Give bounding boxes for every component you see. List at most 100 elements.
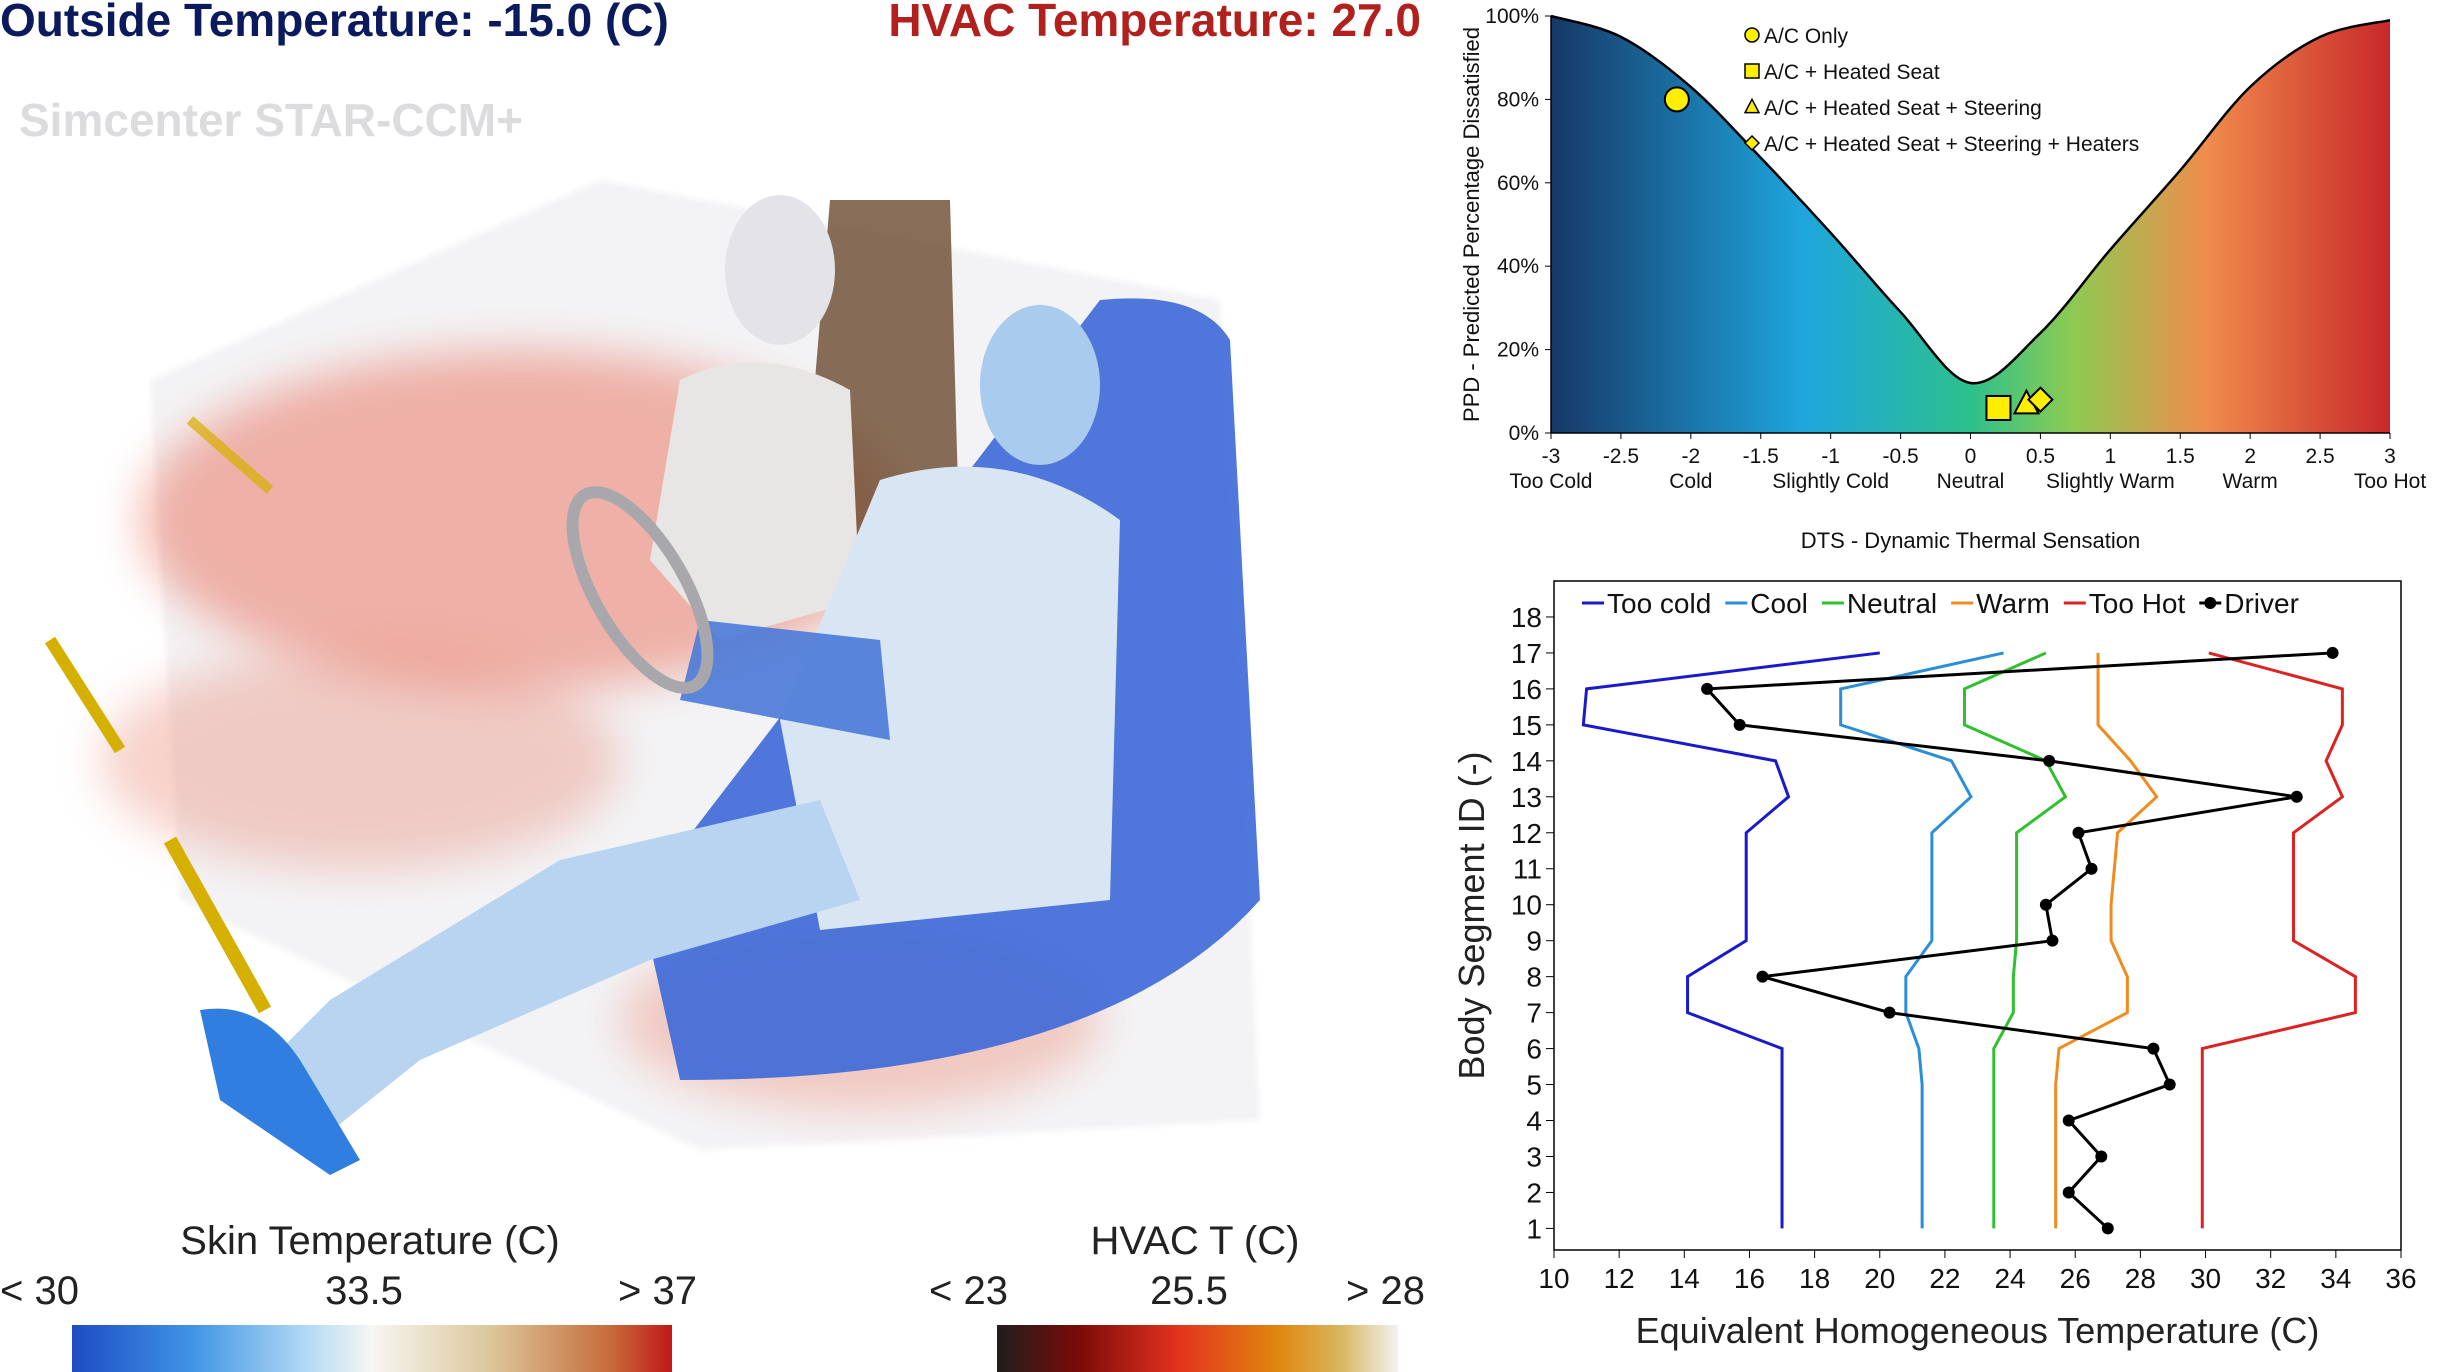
sensation-label: Too Hot bbox=[2354, 470, 2427, 493]
y-tick-label: 60% bbox=[1497, 172, 1539, 195]
y-tick-label: 18 bbox=[1511, 602, 1542, 633]
vent-flap bbox=[44, 636, 126, 754]
vent-flap bbox=[163, 836, 272, 1014]
sensation-label: Slightly Cold bbox=[1772, 470, 1889, 493]
x-tick-label: 26 bbox=[2060, 1263, 2091, 1294]
y-tick-label: 2 bbox=[1526, 1177, 1542, 1208]
x-tick-label: -0.5 bbox=[1882, 445, 1918, 468]
y-tick-label: 8 bbox=[1526, 962, 1542, 993]
marker bbox=[1733, 718, 1746, 731]
x-tick-label: 30 bbox=[2190, 1263, 2221, 1294]
y-tick-label: 5 bbox=[1526, 1070, 1542, 1101]
x-tick-label: 0 bbox=[1965, 445, 1977, 468]
colorbar-label: 25.5 bbox=[1150, 1269, 1228, 1313]
x-tick-label: -1.5 bbox=[1743, 445, 1779, 468]
marker bbox=[2072, 826, 2085, 839]
marker bbox=[2290, 790, 2303, 803]
sensation-label: Slightly Warm bbox=[2046, 470, 2175, 493]
x-tick-label: 34 bbox=[2320, 1263, 2351, 1294]
series-line bbox=[2200, 651, 2357, 1229]
x-tick-label: 14 bbox=[1669, 1263, 1700, 1294]
legend-label: Too cold bbox=[1607, 588, 1711, 619]
marker bbox=[1663, 86, 1690, 113]
x-tick-label: 1 bbox=[2104, 445, 2116, 468]
x-tick-label: 16 bbox=[1734, 1263, 1765, 1294]
marker bbox=[2027, 386, 2054, 414]
x-tick-label: -1 bbox=[1821, 445, 1840, 468]
colorbar-label: < 23 bbox=[929, 1269, 1008, 1313]
x-axis-label: Equivalent Homogeneous Temperature (C) bbox=[1636, 1310, 2320, 1351]
marker bbox=[1743, 134, 1761, 152]
x-tick-label: -3 bbox=[1542, 445, 1561, 468]
x-tick-label: 20 bbox=[1864, 1263, 1895, 1294]
y-tick-label: 15 bbox=[1511, 710, 1542, 741]
curve bbox=[1550, 14, 2391, 385]
marker bbox=[1756, 970, 1769, 983]
legend-label: A/C + Heated Seat + Steering + Heaters bbox=[1764, 133, 2139, 156]
marker bbox=[2043, 754, 2056, 767]
area-fill bbox=[1551, 16, 2390, 433]
y-tick-label: 4 bbox=[1526, 1106, 1542, 1137]
y-tick-label: 20% bbox=[1497, 339, 1539, 362]
driver-torso bbox=[780, 466, 1120, 930]
series-line bbox=[2054, 652, 2159, 1229]
y-tick-label: 80% bbox=[1497, 88, 1539, 111]
x-tick-label: -2 bbox=[1681, 445, 1700, 468]
y-tick-label: 3 bbox=[1526, 1141, 1542, 1172]
marker bbox=[1744, 63, 1760, 79]
passenger-head bbox=[725, 195, 835, 345]
vent-flap bbox=[186, 416, 274, 494]
legend-label: Driver bbox=[2224, 588, 2299, 619]
y-tick-label: 0% bbox=[1509, 422, 1539, 445]
colorbar-label: > 37 bbox=[618, 1269, 697, 1313]
colorbar-title: Skin Temperature (C) bbox=[180, 1219, 559, 1263]
marker bbox=[1701, 682, 1714, 695]
marker bbox=[2204, 597, 2217, 609]
cabin-render bbox=[44, 180, 1260, 1175]
y-tick-label: 11 bbox=[1513, 854, 1542, 885]
driver-foot bbox=[200, 1008, 360, 1175]
colorbar-title: HVAC T (C) bbox=[1091, 1219, 1300, 1263]
legend-label: Too Hot bbox=[2089, 588, 2186, 619]
marker bbox=[2326, 646, 2339, 659]
x-tick-label: -2.5 bbox=[1603, 445, 1639, 468]
y-tick-label: 14 bbox=[1511, 746, 1542, 777]
y-tick-label: 13 bbox=[1511, 782, 1542, 813]
series-line bbox=[1581, 651, 1880, 1229]
y-tick-label: 16 bbox=[1511, 674, 1542, 705]
marker bbox=[2039, 898, 2052, 911]
x-tick-label: 10 bbox=[1538, 1263, 1569, 1294]
colorbar bbox=[72, 1325, 672, 1372]
x-tick-label: 2.5 bbox=[2305, 445, 2334, 468]
marker bbox=[1744, 27, 1760, 43]
driver-arm bbox=[680, 620, 890, 740]
legend-label: A/C Only bbox=[1764, 25, 1849, 48]
sensation-label: Cold bbox=[1669, 470, 1712, 493]
warm-air bbox=[100, 650, 620, 870]
colorbar bbox=[997, 1325, 1398, 1372]
colorbar-label: < 30 bbox=[0, 1269, 79, 1313]
series-line bbox=[1962, 651, 2068, 1229]
marker bbox=[2147, 1042, 2160, 1055]
x-tick-label: 1.5 bbox=[2166, 445, 2195, 468]
series-line bbox=[1839, 651, 2004, 1229]
steering-wheel bbox=[566, 486, 714, 694]
marker bbox=[1883, 1006, 1896, 1019]
x-tick-label: 22 bbox=[1929, 1263, 1960, 1294]
y-tick-label: 12 bbox=[1511, 818, 1542, 849]
legend-label: Warm bbox=[1976, 588, 2050, 619]
sensation-label: Warm bbox=[2223, 470, 2278, 493]
plot-frame bbox=[1553, 580, 2402, 1251]
sensation-label: Too Cold bbox=[1510, 470, 1593, 493]
x-tick-label: 0.5 bbox=[2026, 445, 2055, 468]
driver-leg bbox=[250, 800, 860, 1140]
y-axis-label: Body Segment ID (-) bbox=[1451, 751, 1492, 1079]
colorbar-label: 33.5 bbox=[325, 1269, 403, 1313]
legend-label: A/C + Heated Seat + Steering bbox=[1764, 97, 2042, 120]
passenger-body bbox=[650, 362, 860, 640]
x-tick-label: 2 bbox=[2244, 445, 2256, 468]
marker bbox=[2085, 862, 2098, 875]
x-axis-label: DTS - Dynamic Thermal Sensation bbox=[1801, 528, 2141, 553]
